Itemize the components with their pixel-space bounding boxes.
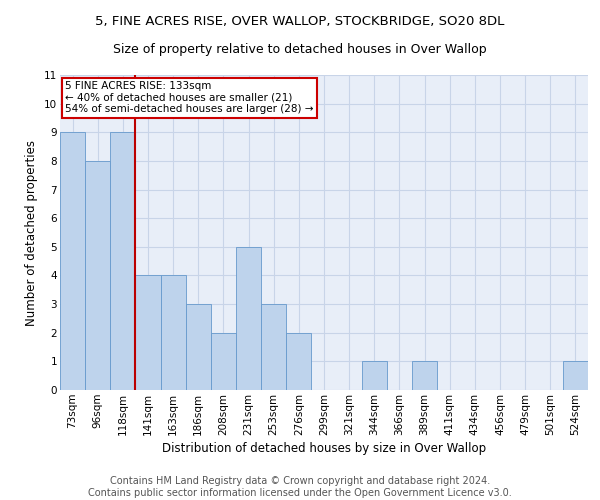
Bar: [261, 304, 286, 390]
X-axis label: Distribution of detached houses by size in Over Wallop: Distribution of detached houses by size …: [162, 442, 486, 455]
Bar: [211, 332, 236, 390]
Bar: [362, 362, 387, 390]
Bar: [563, 362, 588, 390]
Bar: [136, 276, 161, 390]
Bar: [412, 362, 437, 390]
Text: Size of property relative to detached houses in Over Wallop: Size of property relative to detached ho…: [113, 42, 487, 56]
Text: Contains HM Land Registry data © Crown copyright and database right 2024.
Contai: Contains HM Land Registry data © Crown c…: [88, 476, 512, 498]
Bar: [60, 132, 85, 390]
Bar: [286, 332, 311, 390]
Text: 5 FINE ACRES RISE: 133sqm
← 40% of detached houses are smaller (21)
54% of semi-: 5 FINE ACRES RISE: 133sqm ← 40% of detac…: [65, 82, 314, 114]
Bar: [186, 304, 211, 390]
Y-axis label: Number of detached properties: Number of detached properties: [25, 140, 38, 326]
Bar: [110, 132, 136, 390]
Text: 5, FINE ACRES RISE, OVER WALLOP, STOCKBRIDGE, SO20 8DL: 5, FINE ACRES RISE, OVER WALLOP, STOCKBR…: [95, 15, 505, 28]
Bar: [161, 276, 186, 390]
Bar: [85, 161, 110, 390]
Bar: [236, 247, 261, 390]
